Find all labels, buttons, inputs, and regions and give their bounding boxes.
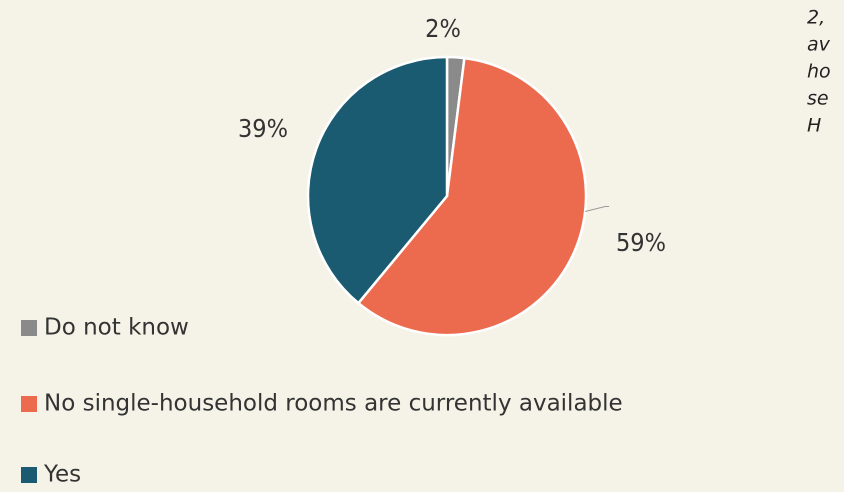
annotation-line: se [807, 88, 829, 110]
legend-swatch [21, 320, 37, 336]
legend-swatch [21, 396, 37, 412]
value-label: 39% [238, 114, 288, 143]
leader-line [585, 206, 609, 212]
annotation-line: 2, [807, 7, 825, 29]
pie-slice [306, 55, 449, 305]
legend-label: Do not know [44, 315, 189, 341]
pie-slice [356, 56, 588, 337]
annotation-line: ho [807, 61, 831, 83]
value-label: 2% [425, 14, 461, 43]
legend-label: No single-household rooms are currently … [44, 391, 623, 417]
value-label: 59% [616, 228, 666, 257]
legend-swatch [21, 467, 37, 483]
annotation-line: H [807, 115, 821, 137]
legend-label: Yes [43, 462, 81, 488]
annotation-line: av [807, 34, 831, 56]
